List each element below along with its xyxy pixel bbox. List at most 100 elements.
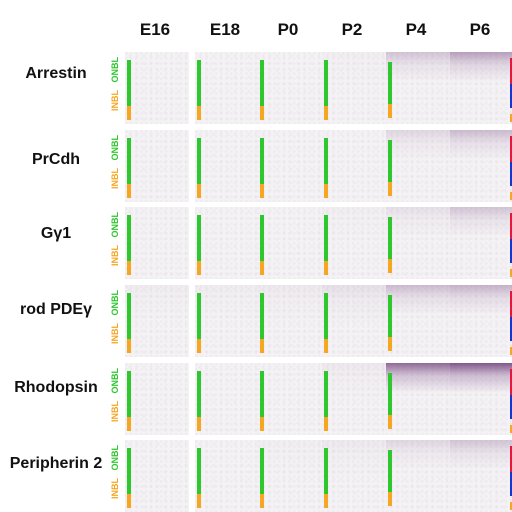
inbl-bar bbox=[127, 339, 131, 353]
panel-2-p2 bbox=[322, 207, 386, 279]
inbl-label: INBL bbox=[110, 323, 120, 344]
onbl-bar bbox=[324, 215, 328, 261]
inbl-bar bbox=[388, 182, 392, 196]
stain-band bbox=[258, 440, 322, 480]
panel-2-e18 bbox=[195, 207, 259, 279]
panel-2-p4 bbox=[386, 207, 450, 279]
panel-5-e18 bbox=[195, 440, 259, 512]
inbl-bar bbox=[197, 494, 201, 508]
inbl-label: INBL bbox=[110, 245, 120, 266]
panel-5-p6 bbox=[450, 440, 512, 512]
inbl-bar bbox=[127, 417, 131, 431]
row-label-4: Rhodopsin bbox=[14, 379, 98, 396]
inbl-bar bbox=[197, 261, 201, 275]
panel-texture bbox=[258, 440, 322, 512]
panel-texture bbox=[386, 52, 450, 124]
stain-band bbox=[450, 285, 512, 315]
stain-band bbox=[386, 285, 450, 315]
panel-1-p4 bbox=[386, 130, 450, 202]
panel-1-p0 bbox=[258, 130, 322, 202]
onbl-bar bbox=[197, 371, 201, 417]
stain-band bbox=[386, 440, 450, 470]
onbl-bar bbox=[388, 62, 392, 104]
panel-texture bbox=[125, 440, 189, 512]
onbl-label: ONBL bbox=[110, 212, 120, 238]
onbl-bar bbox=[388, 295, 392, 337]
panel-texture bbox=[195, 52, 259, 124]
stain-band bbox=[386, 363, 450, 393]
inbl-bar bbox=[127, 184, 131, 198]
panel-texture bbox=[450, 130, 512, 202]
onbl-bar bbox=[388, 450, 392, 492]
row-label-2: Gγ1 bbox=[40, 225, 72, 242]
onbl-bar bbox=[260, 215, 264, 261]
orange-layer-bar bbox=[510, 192, 512, 200]
panel-1-p2 bbox=[322, 130, 386, 202]
blue-layer-bar bbox=[510, 84, 512, 108]
panel-2-p0 bbox=[258, 207, 322, 279]
onbl-bar bbox=[197, 215, 201, 261]
blue-layer-bar bbox=[510, 472, 512, 496]
inbl-label: INBL bbox=[110, 478, 120, 499]
stain-band bbox=[386, 207, 450, 237]
onbl-bar bbox=[127, 60, 131, 106]
panel-texture bbox=[322, 130, 386, 202]
onbl-label: ONBL bbox=[110, 57, 120, 83]
panel-texture bbox=[258, 207, 322, 279]
inbl-bar bbox=[127, 261, 131, 275]
red-layer-bar bbox=[510, 369, 512, 395]
stain-band bbox=[450, 363, 512, 393]
panel-1-e18 bbox=[195, 130, 259, 202]
row-label-1: PrCdh bbox=[32, 151, 80, 168]
orange-layer-bar bbox=[510, 269, 512, 277]
inbl-bar bbox=[197, 184, 201, 198]
panel-texture bbox=[450, 207, 512, 279]
panel-4-p2 bbox=[322, 363, 386, 435]
panel-4-p6 bbox=[450, 363, 512, 435]
inbl-bar bbox=[127, 494, 131, 508]
panel-texture bbox=[125, 130, 189, 202]
inbl-bar bbox=[324, 417, 328, 431]
onbl-bar bbox=[127, 138, 131, 184]
blue-layer-bar bbox=[510, 395, 512, 419]
inbl-bar bbox=[324, 261, 328, 275]
orange-layer-bar bbox=[510, 425, 512, 433]
onbl-bar bbox=[197, 293, 201, 339]
panel-texture bbox=[195, 440, 259, 512]
column-header-e16: E16 bbox=[139, 20, 171, 39]
inbl-bar bbox=[260, 261, 264, 275]
panel-texture bbox=[125, 285, 189, 357]
red-layer-bar bbox=[510, 446, 512, 472]
panel-5-e16 bbox=[125, 440, 189, 512]
panel-0-e16 bbox=[125, 52, 189, 124]
panel-3-p2 bbox=[322, 285, 386, 357]
panel-texture bbox=[322, 440, 386, 512]
stain-band bbox=[386, 52, 450, 82]
stain-band bbox=[386, 130, 450, 160]
stain-band bbox=[322, 440, 386, 480]
panel-2-p6 bbox=[450, 207, 512, 279]
stain-band bbox=[322, 52, 386, 92]
column-header-p4: P4 bbox=[405, 20, 427, 39]
orange-layer-bar bbox=[510, 114, 512, 122]
onbl-label: ONBL bbox=[110, 368, 120, 394]
panel-3-e18 bbox=[195, 285, 259, 357]
onbl-bar bbox=[388, 373, 392, 415]
inbl-bar bbox=[260, 184, 264, 198]
panel-1-p6 bbox=[450, 130, 512, 202]
red-layer-bar bbox=[510, 291, 512, 317]
orange-layer-bar bbox=[510, 502, 512, 510]
panel-texture bbox=[386, 440, 450, 512]
onbl-bar bbox=[197, 138, 201, 184]
onbl-bar bbox=[260, 448, 264, 494]
stain-band bbox=[195, 285, 259, 325]
blue-layer-bar bbox=[510, 239, 512, 263]
panel-texture bbox=[125, 363, 189, 435]
row-label-5: Peripherin 2 bbox=[9, 455, 103, 472]
panel-5-p0 bbox=[258, 440, 322, 512]
onbl-bar bbox=[127, 448, 131, 494]
panel-4-e18 bbox=[195, 363, 259, 435]
inbl-bar bbox=[388, 337, 392, 351]
inbl-bar bbox=[127, 106, 131, 120]
column-header-p0: P0 bbox=[277, 20, 299, 39]
